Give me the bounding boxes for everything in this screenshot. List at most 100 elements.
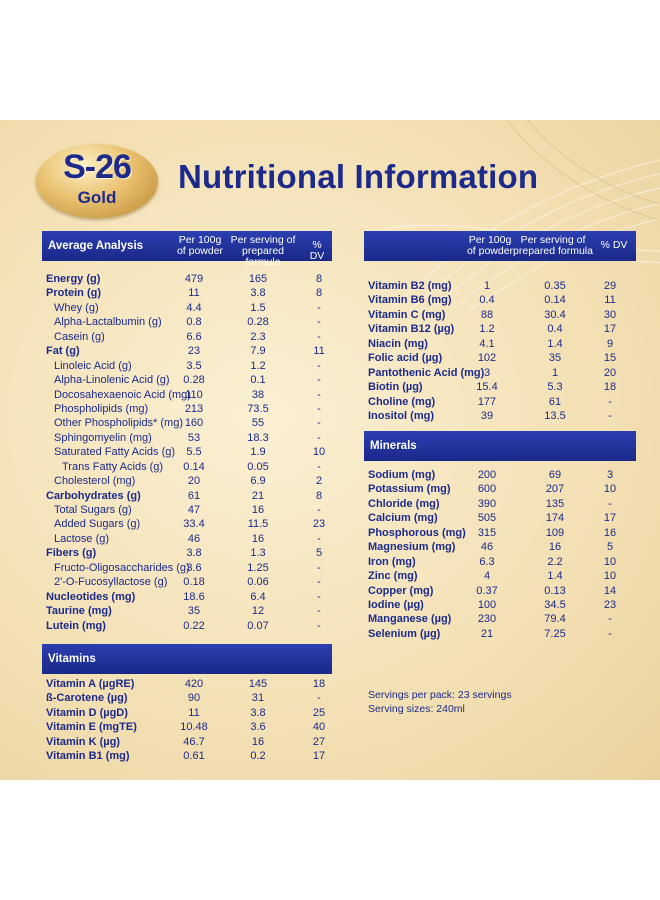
- per100-value: 46: [480, 541, 494, 554]
- right-header: Per 100g of powder Per serving of prepared…: [364, 231, 636, 261]
- serving-value: 7.9: [250, 345, 266, 358]
- per100-value: 0.37: [476, 584, 498, 597]
- table-row: Lutein (mg) 0.22 0.07 -: [46, 619, 336, 633]
- dv-value: -: [608, 409, 612, 422]
- serving-value: 1.4: [547, 570, 563, 583]
- serving-value: 2.3: [250, 330, 266, 343]
- vitamins-header: Vitamins: [42, 644, 332, 674]
- serving-value: 3.6: [250, 721, 266, 734]
- per100-value: 46.7: [183, 735, 205, 748]
- table-row: Phosphorous (mg) 315 109 16: [368, 526, 638, 540]
- nutrient-label: Other Phospholipids* (mg): [54, 417, 184, 430]
- nutrient-label: Zinc (mg): [368, 570, 418, 583]
- serving-value: 16: [251, 532, 265, 545]
- nutrient-label: Phosphorous (mg): [368, 526, 466, 539]
- nutrient-label: Phospholipids (mg): [54, 402, 149, 415]
- table-row: Fibers (g) 3.8 1.3 5: [46, 546, 336, 560]
- nutrient-label: Vitamin B6 (mg): [368, 294, 452, 307]
- per100-value: 4.1: [479, 337, 495, 350]
- serving-value: 0.13: [544, 584, 566, 597]
- serving-value: 5.3: [547, 381, 563, 394]
- nutrient-label: Vitamin A (µgRE): [46, 678, 135, 690]
- dv-value: 2: [315, 475, 323, 488]
- per100-value: 11: [188, 287, 200, 300]
- table-row: Manganese (µg) 230 79.4 -: [368, 612, 638, 626]
- dv-value: -: [317, 301, 321, 314]
- serving-value: 11.5: [247, 518, 269, 531]
- per100-value: 20: [187, 475, 201, 488]
- table-row: Whey (g) 4.4 1.5 -: [46, 301, 336, 315]
- per100-value: 102: [477, 352, 497, 365]
- table-row: Fat (g) 23 7.9 11: [46, 344, 336, 358]
- table-row: Energy (g) 479 165 8: [46, 272, 336, 286]
- table-row: Sphingomyelin (mg) 53 18.3 -: [46, 431, 336, 445]
- table-row: Selenium (µg) 21 7.25 -: [368, 627, 638, 641]
- nutrient-label: Alpha-Linolenic Acid (g): [54, 374, 170, 387]
- dv-value: -: [608, 497, 612, 510]
- table-row: Potassium (mg) 600 207 10: [368, 482, 638, 496]
- dv-value: -: [317, 388, 321, 401]
- dv-value: 29: [603, 280, 617, 292]
- serving-value: 16: [251, 504, 265, 516]
- dv-value: 23: [603, 598, 617, 611]
- minerals-table: Sodium (mg) 200 69 3 Potassium (mg) 600 207 10 C…: [368, 468, 638, 641]
- table-row: Alpha-Linolenic Acid (g) 0.28 0.1 -: [46, 373, 336, 387]
- serving-value: 1.9: [250, 446, 266, 459]
- serving-value: 109: [545, 526, 565, 539]
- nutrient-label: Vitamin K (µg): [46, 735, 120, 748]
- nutrient-label: Total Sugars (g): [54, 504, 132, 516]
- per100-value: 479: [184, 273, 204, 285]
- table-row: Added Sugars (g) 33.4 11.5 23: [46, 517, 336, 531]
- dv-value: -: [317, 590, 321, 603]
- nutrient-label: Vitamin C (mg): [368, 308, 446, 321]
- per100-header: Per 100g of powder: [176, 234, 224, 257]
- per100-value: 505: [477, 512, 497, 525]
- serving-value: 16: [548, 541, 562, 554]
- serving-value: 0.1: [250, 374, 266, 387]
- per100-value: 0.18: [183, 576, 205, 589]
- vitamins-cont-table: Vitamin B2 (mg) 1 0.35 29 Vitamin B6 (mg) 0.4…: [368, 279, 638, 423]
- minerals-header: Minerals: [364, 431, 636, 461]
- table-row: Taurine (mg) 35 12 -: [46, 604, 336, 618]
- serving-header-right: Per serving of prepared formula: [513, 234, 593, 257]
- table-row: Niacin (mg) 4.1 1.4 9: [368, 337, 638, 351]
- dv-value: 27: [312, 735, 326, 748]
- nutrient-label: Magnesium (mg): [368, 541, 456, 554]
- table-row: Vitamin B6 (mg) 0.4 0.14 11: [368, 293, 638, 307]
- per100-value: 10.48: [180, 721, 208, 734]
- serving-value: 0.4: [547, 323, 563, 336]
- table-row: Iron (mg) 6.3 2.2 10: [368, 555, 638, 569]
- nutrient-label: Protein (g): [46, 287, 101, 300]
- table-row: Folic acid (µg) 102 35 15: [368, 351, 638, 365]
- nutrient-label: Nucleotides (mg): [46, 590, 136, 603]
- table-row: Vitamin B12 (µg) 1.2 0.4 17: [368, 322, 638, 336]
- serving-value: 31: [251, 692, 265, 705]
- dv-value: -: [317, 504, 321, 516]
- dv-value: 5: [606, 541, 614, 554]
- nutrient-label: Vitamin B12 (µg): [368, 323, 455, 336]
- serving-value: 0.05: [247, 460, 269, 473]
- nutrient-label: Fructo-Oligosaccharides (g): [54, 561, 190, 574]
- per100-value: 3.8: [186, 547, 202, 560]
- table-row: Phospholipids (mg) 213 73.5 -: [46, 402, 336, 416]
- table-row: Vitamin K (µg) 46.7 16 27: [46, 735, 336, 749]
- serving-value: 3.8: [250, 287, 266, 300]
- table-row: Vitamin E (mgTE) 10.48 3.6 40: [46, 720, 336, 734]
- serving-value: 6.9: [250, 475, 266, 488]
- table-row: Copper (mg) 0.37 0.13 14: [368, 584, 638, 598]
- nutrient-label: Manganese (µg): [368, 613, 452, 626]
- serving-value: 3.8: [250, 706, 266, 719]
- table-row: 2'-O-Fucosyllactose (g) 0.18 0.06 -: [46, 575, 336, 589]
- per100-value: 420: [184, 678, 204, 690]
- per100-value: 1.2: [479, 323, 495, 336]
- nutrient-label: Folic acid (µg): [368, 352, 443, 365]
- per100-value: 390: [477, 497, 497, 510]
- nutrient-label: Added Sugars (g): [54, 518, 141, 531]
- serving-value: 12: [251, 605, 265, 618]
- per100-value: 3: [483, 366, 491, 379]
- dv-value: 8: [315, 273, 323, 285]
- nutrient-label: Inositol (mg): [368, 409, 434, 422]
- dv-value: 10: [603, 555, 617, 568]
- nutrient-label: Lactose (g): [54, 532, 110, 545]
- table-row: Magnesium (mg) 46 16 5: [368, 540, 638, 554]
